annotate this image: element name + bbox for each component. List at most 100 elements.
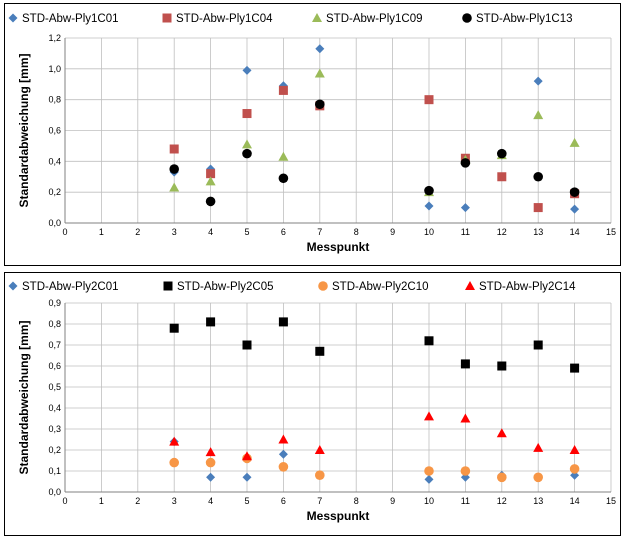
x-tick-label: 4: [208, 496, 213, 506]
gridlines: [64, 37, 612, 224]
data-point: [533, 442, 544, 452]
data-point: [169, 436, 180, 446]
series-STD-Abw-Ply2C10: [169, 453, 580, 483]
x-tick-label: 12: [497, 227, 507, 237]
data-point: [497, 148, 507, 159]
data-point: [315, 470, 325, 480]
data-point: [569, 464, 580, 474]
x-tick-label: 0: [62, 496, 67, 506]
y-tick-label: 0,6: [48, 361, 61, 371]
x-tick-label: 14: [570, 227, 580, 237]
data-point: [242, 451, 252, 461]
data-point: [570, 204, 580, 214]
x-tick-label: 8: [354, 227, 359, 237]
data-point: [460, 466, 471, 476]
series-STD-Abw-Ply2C05: [169, 317, 580, 373]
data-point: [242, 148, 252, 159]
data-point: [497, 472, 507, 483]
x-tick-label: 10: [424, 227, 434, 237]
data-point: [533, 203, 543, 213]
chart-ply1: 0 1 2 3 4 5 6 7 8 9 10 11 12 13 14 150,00,20,40,60,81,0…: [8, 13, 616, 254]
x-tick-label: 1: [99, 496, 104, 506]
x-axis-title: Messpunkt: [307, 509, 370, 523]
legend-item: STD-Abw-Ply1C01: [8, 13, 119, 25]
data-point: [460, 158, 471, 168]
x-tick-label: 11: [461, 496, 470, 506]
y-tick-label: 0,6: [48, 126, 61, 136]
data-point: [533, 340, 543, 350]
legend-label: STD-Abw-Ply2C05: [177, 281, 274, 293]
legend-marker: [8, 13, 18, 23]
x-tick-label: 8: [354, 496, 359, 506]
legend-label: STD-Abw-Ply1C09: [326, 13, 423, 25]
legend-item: STD-Abw-Ply2C10: [318, 281, 429, 293]
y-tick-label: 0,8: [48, 95, 61, 105]
series-STD-Abw-Ply2C14: [169, 411, 580, 461]
legend-label: STD-Abw-Ply1C01: [22, 13, 119, 25]
data-point: [205, 176, 216, 186]
data-point: [242, 340, 252, 350]
data-point: [460, 203, 470, 213]
y-axis-title: Standardabweichung [mm]: [17, 320, 31, 474]
legend: STD-Abw-Ply1C01 STD-Abw-Ply1C04 STD-Abw-Pl…: [8, 13, 573, 25]
x-tick-label: 13: [533, 496, 543, 506]
data-point: [424, 95, 434, 105]
y-tick-label: 0,8: [48, 319, 61, 329]
x-tick-label: 6: [281, 496, 286, 506]
legend-label: STD-Abw-Ply2C10: [332, 281, 429, 293]
data-point: [315, 44, 325, 54]
data-point: [497, 172, 507, 182]
x-tick-label: 15: [606, 496, 616, 506]
data-point: [569, 137, 580, 147]
x-tick-label: 6: [281, 227, 286, 237]
chart-panel-ply1: 0 1 2 3 4 5 6 7 8 9 10 11 12 13 14 15 0,0 0,2 0,4 0,6 0,8 1,0…: [4, 3, 621, 266]
x-tick-label: 12: [497, 496, 507, 506]
y-tick-label: 0,5: [48, 382, 61, 392]
data-point: [278, 462, 289, 472]
y-tick-label: 0,0: [48, 487, 61, 497]
y-tick-label: 0,2: [48, 187, 61, 197]
y-tick-label: 0,9: [48, 298, 61, 308]
legend-label: STD-Abw-Ply2C01: [22, 281, 119, 293]
data-point: [278, 151, 289, 161]
legend-item: STD-Abw-Ply1C13: [462, 13, 573, 25]
x-tick-label: 0: [62, 227, 67, 237]
data-point: [205, 447, 216, 457]
legend-label: STD-Abw-Ply2C14: [479, 281, 576, 293]
data-point: [206, 169, 216, 179]
x-tick-label: 2: [135, 227, 140, 237]
data-point: [424, 466, 434, 476]
x-tick-label: 11: [461, 227, 470, 237]
legend-marker: [162, 13, 172, 23]
data-point: [206, 317, 216, 327]
series-STD-Abw-Ply1C13: [169, 99, 580, 207]
legend-marker: [318, 281, 328, 291]
legend-marker: [163, 281, 173, 291]
data-point: [460, 472, 470, 482]
data-point: [424, 336, 434, 346]
series-STD-Abw-Ply2C01: [169, 437, 580, 484]
data-point: [315, 346, 325, 356]
data-point: [169, 323, 179, 333]
data-point: [278, 173, 289, 184]
data-point: [497, 361, 507, 371]
x-tick-label: 14: [570, 496, 580, 506]
legend-item: STD-Abw-Ply1C09: [312, 13, 423, 25]
data-point: [278, 449, 288, 459]
x-tick-label: 15: [606, 227, 616, 237]
data-point: [460, 359, 470, 369]
series-STD-Abw-Ply1C09: [169, 68, 580, 197]
x-tick-label: 9: [390, 496, 395, 506]
x-tick-label: 9: [390, 227, 395, 237]
legend-marker: [8, 281, 18, 291]
y-tick-label: 1,2: [48, 33, 61, 43]
legend-label: STD-Abw-Ply1C04: [176, 13, 273, 25]
legend-marker: [465, 281, 475, 290]
data-point: [206, 472, 216, 482]
data-point: [533, 171, 543, 182]
data-point: [169, 182, 180, 192]
legend: STD-Abw-Ply2C01 STD-Abw-Ply2C05 STD-Abw-Pl…: [8, 281, 576, 293]
x-tick-label: 2: [135, 496, 140, 506]
x-axis-title: Messpunkt: [307, 240, 370, 254]
gridlines: [64, 302, 612, 493]
